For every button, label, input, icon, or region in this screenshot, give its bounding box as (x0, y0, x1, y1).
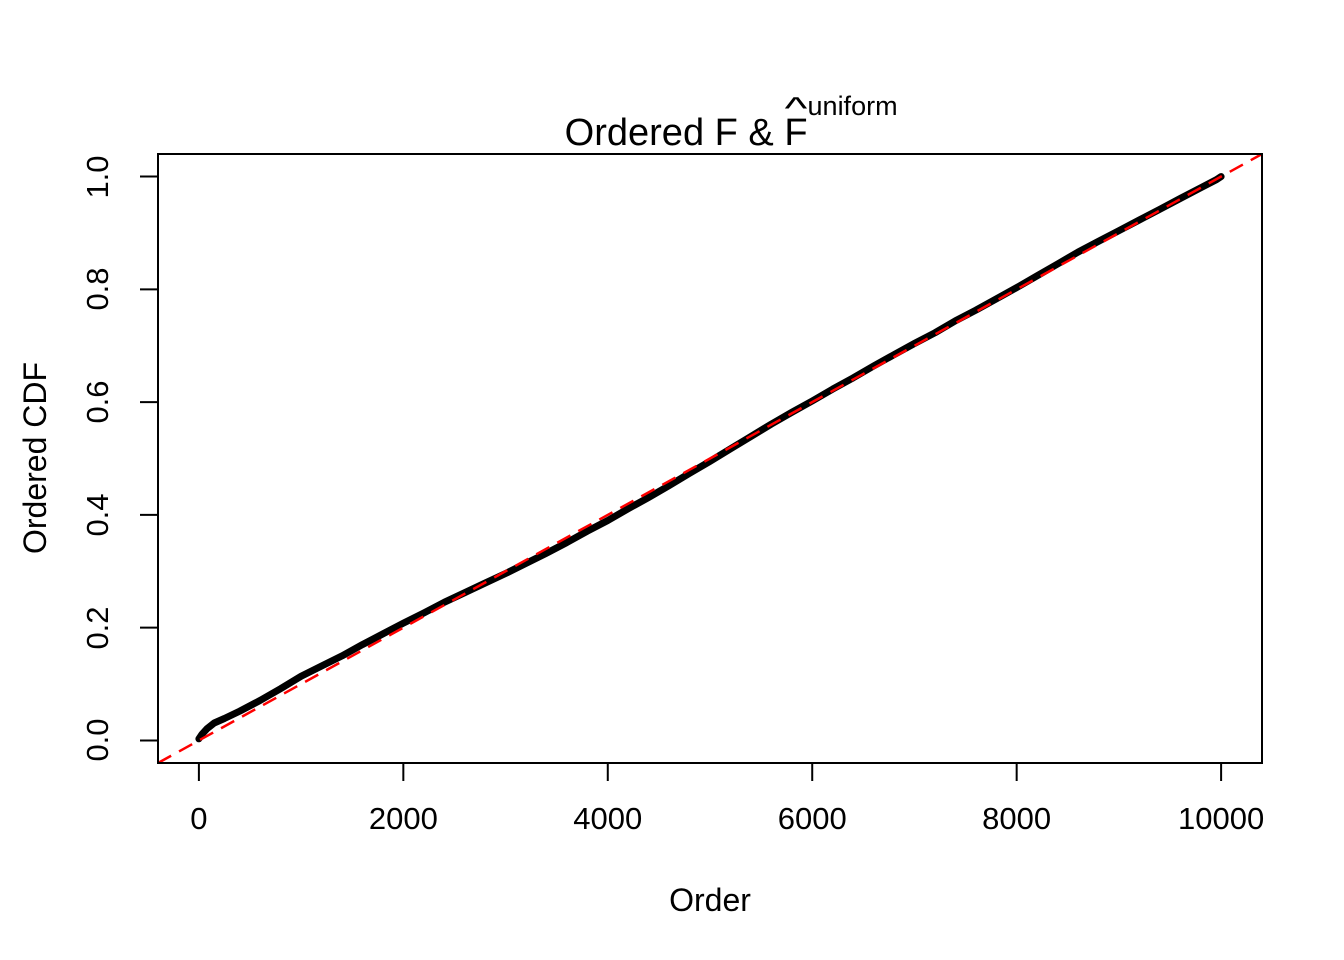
chart-title-prefix: Ordered F & (564, 112, 785, 154)
f-letter: F (784, 112, 808, 154)
x-tick-label: 4000 (573, 801, 643, 836)
y-axis-ticks (140, 175, 158, 742)
y-tick-label: 1.0 (80, 154, 115, 199)
cdf-curve (195, 173, 1225, 743)
x-tick-label: 0 (190, 801, 208, 836)
x-axis-label: Order (669, 882, 751, 918)
plot-box-border (157, 153, 1263, 764)
y-tick-label: 0.2 (80, 606, 115, 650)
x-tick-label: 8000 (982, 801, 1052, 836)
hat-accent: ^ (784, 90, 808, 126)
y-axis-label: Ordered CDF (17, 361, 53, 555)
chart-title-superscript: uniform (807, 91, 898, 121)
chart-title: Ordered F & ^ Funiform (158, 70, 1262, 154)
y-tick-label: 0.4 (80, 493, 115, 537)
f-hat-symbol: ^ F (784, 93, 808, 154)
x-tick-label: 2000 (368, 801, 438, 836)
y-tick-label: 0.0 (80, 718, 115, 762)
y-tick-label: 0.8 (80, 267, 115, 311)
y-tick-label: 0.6 (80, 380, 115, 424)
x-tick-label: 10000 (1178, 801, 1265, 836)
uniform-reference-line (157, 152, 1263, 765)
x-axis-ticks (197, 763, 1223, 781)
x-tick-label: 6000 (777, 801, 847, 836)
